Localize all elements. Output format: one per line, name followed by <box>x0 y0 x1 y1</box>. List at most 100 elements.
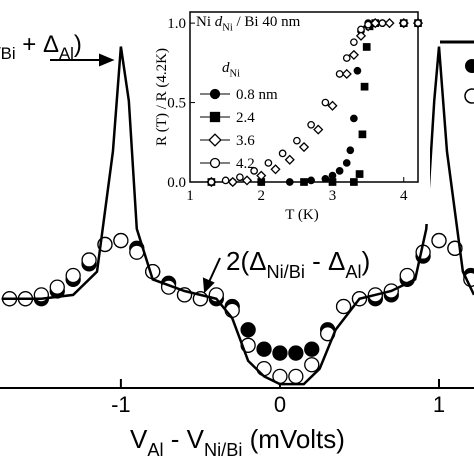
arrow-head <box>202 277 215 294</box>
text-part: ) <box>74 31 82 58</box>
marker <box>207 178 216 186</box>
marker <box>256 360 272 377</box>
marker <box>288 368 304 385</box>
marker <box>81 252 97 268</box>
text-part: V <box>130 424 148 454</box>
marker <box>362 43 371 51</box>
marker <box>341 68 352 80</box>
marker <box>272 345 288 361</box>
legend-marker <box>465 59 474 73</box>
marker <box>350 38 358 47</box>
marker <box>414 19 422 27</box>
marker <box>353 66 362 75</box>
marker <box>221 176 230 185</box>
marker <box>113 232 129 249</box>
marker <box>241 175 253 186</box>
x-tick-label: 4 <box>400 188 408 204</box>
marker <box>370 18 381 29</box>
marker <box>288 345 304 361</box>
x-tick-label: 0 <box>274 392 286 417</box>
marker <box>335 70 344 78</box>
text-part: / Bi 40 nm <box>233 14 301 30</box>
marker <box>209 111 221 123</box>
arrows <box>50 53 221 294</box>
marker <box>399 19 408 27</box>
marker <box>300 178 308 186</box>
inset-background <box>150 4 430 224</box>
y-tick-label: 1.0 <box>167 16 186 32</box>
text-part: (mVolts) <box>242 424 345 454</box>
marker <box>278 149 287 158</box>
x-tick-label: 3 <box>329 188 337 204</box>
marker <box>350 114 358 123</box>
marker <box>378 19 387 27</box>
text-part: Ni <box>222 23 233 34</box>
marker <box>313 124 324 135</box>
main-legend-glyphs <box>440 40 474 104</box>
text-part: Ni/Bi <box>204 440 242 460</box>
marker <box>250 167 258 175</box>
marker <box>284 154 295 165</box>
legend-label: 0.8 nm <box>236 87 278 103</box>
marker <box>65 267 81 284</box>
x-tick-label: 1 <box>186 188 194 204</box>
legend-label: 3.6 <box>236 133 255 149</box>
annotation: 2(ΔNi/Bi - ΔAl) <box>226 246 370 282</box>
text-part: Al <box>147 440 163 460</box>
legend-marker <box>464 88 474 104</box>
marker <box>209 88 221 100</box>
x-tick-label: 2 <box>258 188 266 204</box>
x-tick-label: 1 <box>433 392 445 417</box>
x-axis-label: VAl - VNi/Bi (mVolts) <box>130 424 345 460</box>
marker <box>208 133 222 147</box>
legend-label: 2.4 <box>236 110 255 126</box>
marker <box>364 20 372 29</box>
text-part: ) <box>362 246 371 276</box>
marker <box>357 25 365 34</box>
marker <box>355 170 364 178</box>
marker <box>298 141 310 153</box>
y-axis-label: R (T) / R (4.2K) <box>154 48 170 146</box>
legend-title: dNi <box>222 60 240 80</box>
x-tick-label: -1 <box>111 392 131 417</box>
marker <box>335 167 344 175</box>
marker <box>236 173 244 182</box>
marker <box>342 159 351 167</box>
inset-plot: 1 2 3 40.00.51.0T (K)R (T) / R (4.2K)Ni dNi… <box>150 4 430 224</box>
marker <box>327 100 338 111</box>
marker <box>348 49 359 60</box>
legend-label: 4.2 <box>236 156 255 172</box>
marker <box>431 232 447 249</box>
marker <box>293 136 301 145</box>
marker <box>304 341 320 357</box>
text-part: d <box>215 14 223 30</box>
marker <box>335 298 352 315</box>
text-part: - V <box>164 424 205 454</box>
marker <box>307 176 315 185</box>
text-part: Ni <box>196 14 215 30</box>
marker <box>240 322 256 338</box>
marker <box>227 176 238 188</box>
marker <box>49 279 65 295</box>
text-part: /Bi <box>0 44 16 63</box>
marker <box>328 171 337 180</box>
text-part: Al <box>345 262 361 282</box>
text-part: Ni <box>230 69 241 80</box>
marker <box>264 159 273 167</box>
y-tick-label: 0.0 <box>167 175 186 191</box>
text-part: - Δ <box>305 246 345 276</box>
inset-note: Ni dNi / Bi 40 nm <box>196 14 301 34</box>
marker <box>355 30 367 41</box>
marker <box>346 146 355 155</box>
marker <box>304 357 320 373</box>
text-part: Ni/Bi <box>267 262 305 282</box>
marker <box>328 178 337 186</box>
marker <box>256 341 272 357</box>
marker <box>321 174 330 183</box>
data-line <box>1 46 474 386</box>
y-tick-label: 0.5 <box>167 96 186 112</box>
marker <box>384 18 395 29</box>
arrow-head <box>99 53 115 67</box>
